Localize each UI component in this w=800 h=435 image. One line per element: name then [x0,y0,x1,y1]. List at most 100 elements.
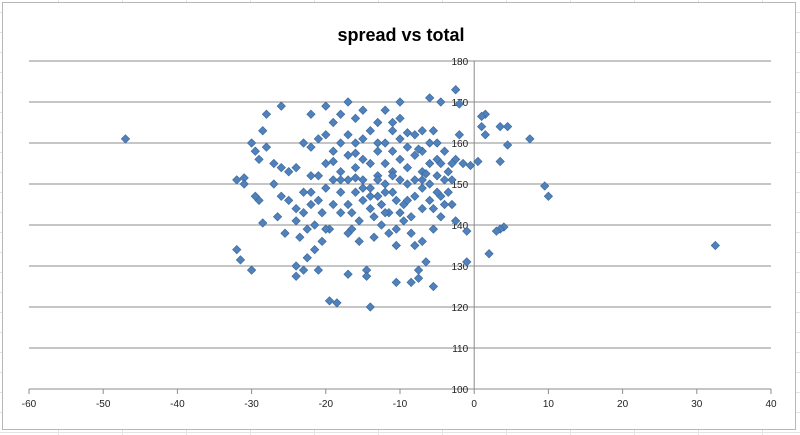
data-point [347,208,357,218]
data-point [502,121,513,132]
data-point [395,175,405,185]
data-point [428,224,439,234]
data-point [313,134,324,144]
data-point [484,249,494,259]
data-point [495,121,505,132]
data-point [425,179,435,189]
data-point [310,244,320,255]
data-point [402,142,413,152]
data-point [350,138,361,148]
x-tick-label: 0 [471,399,477,410]
data-point [410,175,420,185]
y-tick-label: 160 [452,139,469,150]
data-point [376,220,387,230]
data-point [410,191,420,201]
data-point [480,130,490,140]
data-point [291,271,301,281]
data-point [284,167,294,177]
data-point [373,138,383,148]
data-point [395,208,405,218]
data-point [235,255,246,265]
y-tick-label: 120 [452,303,469,314]
data-point [328,117,338,128]
data-point [373,175,383,185]
data-point [491,226,502,236]
data-point [276,162,286,173]
data-point [336,208,346,218]
data-point [402,162,413,173]
data-point [451,216,461,226]
data-point [476,111,487,121]
data-point [358,105,368,115]
data-point [328,156,338,167]
chart-title: spread vs total [337,25,464,45]
data-point [302,253,312,263]
data-point [380,187,390,197]
data-point [354,236,364,247]
data-point [250,146,260,156]
data-point [540,181,550,191]
data-point [365,302,375,312]
chart-area[interactable]: spread vs total 100110120130140150160170… [2,2,796,430]
data-point [365,158,375,169]
x-tick-label: -50 [96,399,111,410]
data-point [350,187,361,197]
data-point [321,224,331,234]
data-point [336,167,346,177]
data-point [280,228,290,238]
data-point [336,109,346,119]
data-point [406,277,416,288]
data-point [710,240,720,251]
data-point [343,199,353,210]
data-point [306,187,316,197]
data-point [391,277,401,288]
x-tick-label: -30 [244,399,259,410]
scatter-chart: spread vs total 100110120130140150160170… [22,25,777,410]
data-point [425,138,435,148]
data-point [291,261,301,271]
data-point [465,160,476,171]
data-point [302,224,312,234]
data-point [321,130,331,140]
data-point [246,138,257,148]
y-tick-labels: 100110120130140150160170180 [452,57,475,396]
data-point [425,93,435,103]
data-point [291,216,301,226]
data-point [358,134,368,144]
data-point [387,126,398,136]
data-point [380,105,390,115]
data-point [365,126,375,136]
data-point [350,162,361,173]
data-point [343,269,353,279]
data-point [402,128,413,138]
data-point [413,144,424,154]
x-tick-label: 30 [691,399,703,410]
data-point [295,232,305,242]
data-point [284,195,294,206]
data-point [476,121,487,132]
data-point [380,138,390,148]
data-point [358,183,368,193]
data-point [321,101,331,111]
y-tick-label: 100 [452,385,469,396]
data-point [502,140,513,150]
data-point [373,117,383,128]
data-point [261,142,272,152]
data-points [120,85,720,312]
data-point [306,199,316,210]
data-point [439,199,450,210]
data-point [306,109,316,119]
data-point [298,265,309,275]
y-tick-label: 150 [452,180,469,191]
data-point [387,117,398,128]
data-point [395,97,405,107]
data-point [276,191,286,201]
y-tick-label: 140 [452,221,469,232]
data-point [358,195,368,206]
data-point [439,146,450,156]
data-point [272,212,283,222]
data-point [343,228,353,238]
data-point [428,203,439,214]
data-point [380,208,390,218]
data-point [391,224,401,234]
